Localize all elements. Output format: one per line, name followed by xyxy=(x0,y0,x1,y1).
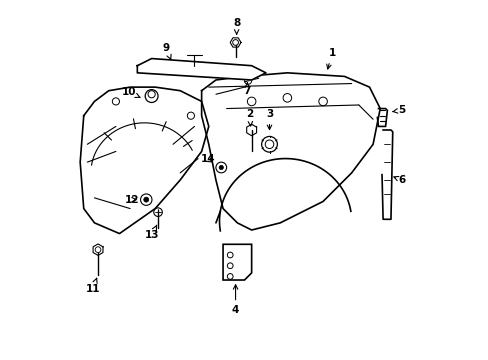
Text: 5: 5 xyxy=(392,105,405,115)
Circle shape xyxy=(232,40,238,45)
Text: 3: 3 xyxy=(265,109,273,130)
Text: 14: 14 xyxy=(201,154,215,164)
Text: 10: 10 xyxy=(122,87,140,98)
Text: 8: 8 xyxy=(233,18,240,34)
Circle shape xyxy=(95,247,101,252)
Text: 12: 12 xyxy=(124,195,139,204)
Circle shape xyxy=(143,197,148,202)
Text: 2: 2 xyxy=(246,109,253,126)
Text: 4: 4 xyxy=(231,285,239,315)
Circle shape xyxy=(219,165,223,170)
Text: 7: 7 xyxy=(243,83,250,96)
Text: 11: 11 xyxy=(85,278,100,294)
Text: 9: 9 xyxy=(162,43,171,59)
Text: 6: 6 xyxy=(393,175,405,185)
Text: 13: 13 xyxy=(144,225,159,240)
Text: 1: 1 xyxy=(326,48,335,69)
Polygon shape xyxy=(137,59,265,80)
